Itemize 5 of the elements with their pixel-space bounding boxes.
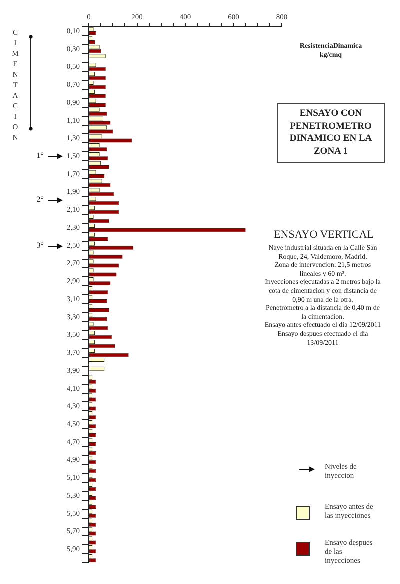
text: 3° bbox=[36, 241, 44, 250]
text: 1° bbox=[36, 151, 44, 160]
text: ENSAYO VERTICAL bbox=[273, 229, 375, 242]
text: 2° bbox=[36, 195, 44, 204]
text: ENSAYO CON PENETROMETRO DINAMICO EN LA ZONA 1 bbox=[277, 103, 385, 163]
